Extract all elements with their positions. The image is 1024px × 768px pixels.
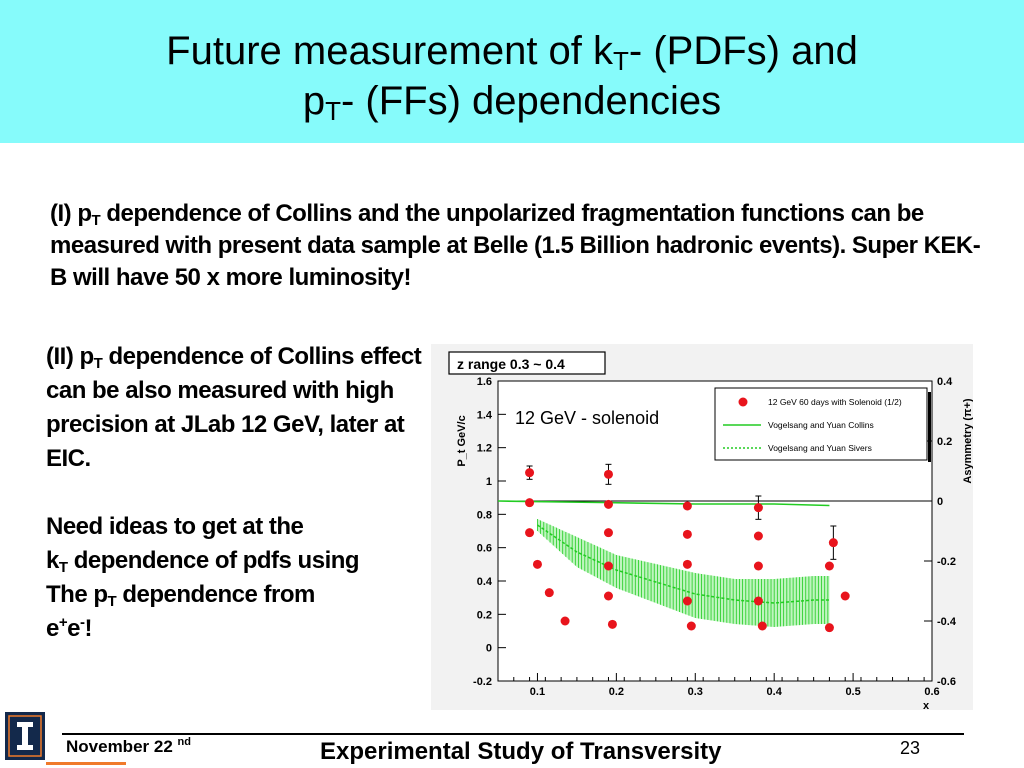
data-point [753,503,763,513]
y-right-tick-label: 0.2 [937,436,952,448]
y-left-tick-label: 0.4 [477,576,493,588]
data-point [824,561,834,571]
data-point [603,561,613,571]
data-point [828,538,838,548]
data-point [757,621,767,631]
data-point [840,591,850,601]
y-right-tick-label: 0 [937,496,943,508]
bullet-two: (II) pT dependence of Collins effect can… [46,340,426,646]
footer-date: November 22 nd [66,736,191,757]
data-point [525,468,535,478]
zrange-label: z range 0.3 ~ 0.4 [457,356,565,372]
y-left-tick-label: 0.6 [477,543,492,555]
asymmetry-plot: z range 0.3 ~ 0.4 0.1 0.2 0.3 0.4 0.5 0.6 -0.2 0… [431,344,973,710]
data-point [686,621,696,631]
data-point [607,619,617,629]
bullet-two-line-2: kT dependence of pdfs using [46,547,360,576]
page-number: 23 [900,738,921,758]
title-line-1: Future measurement of kT- (PDFs) and [166,29,858,76]
legend-label: Vogelsang and Yuan Collins [768,420,874,430]
y-right-tick-label: -0.2 [937,556,956,568]
collins-line [497,500,830,507]
data-point [682,529,692,539]
y-left-tick-label: -0.2 [473,676,492,688]
data-point [603,469,613,479]
y-left-axis-label: P_t GeV/c [456,415,468,466]
y-right-tick-label: -0.6 [937,676,956,688]
data-point [682,559,692,569]
data-point [560,616,570,626]
x-tick-label: 0.4 [767,686,783,698]
accent-line [46,762,126,765]
data-point [682,596,692,606]
x-tick-label: 0.1 [530,686,545,698]
title-band [0,0,1024,143]
bullet-one: (I) pT dependence of Collins and the unp… [50,200,981,291]
data-point [753,561,763,571]
y-left-tick-label: 0.8 [477,509,492,521]
university-logo-icon [5,712,45,760]
data-point [532,559,542,569]
x-tick-label: 0.6 [924,686,939,698]
data-point [603,591,613,601]
x-tick-label: 0.3 [688,686,703,698]
footer-divider [62,733,964,735]
bullet-two-line-4: e+e-! [46,614,92,642]
zrange-box [448,351,606,375]
data-point [753,596,763,606]
y-left-tick-label: 1.4 [477,409,493,421]
legend-shadow [928,392,931,462]
legend-box [714,387,928,461]
legend-label: 12 GeV 60 days with Solenoid (1/2) [768,397,902,407]
y-right-tick-label: 0.4 [937,376,953,388]
title-line-2: pT- (FFs) dependencies [302,79,722,126]
x-tick-label: 0.2 [609,686,624,698]
solenoid-annotation: 12 GeV - solenoid [515,408,659,428]
y-right-axis-label: Asymmetry (π+) [962,398,973,483]
data-point [525,498,535,508]
y-left-tick-label: 1.6 [477,376,492,388]
data-point [603,499,613,509]
x-axis-label: x [923,700,930,710]
data-point [544,588,554,598]
bullet-two-line-3: The pT dependence from [46,581,315,610]
x-tick-label: 0.5 [845,686,860,698]
y-left-tick-label: 0 [486,643,492,655]
data-point [824,623,834,633]
data-point [753,531,763,541]
y-right-tick-label: -0.4 [937,616,957,628]
bullet-two-para-a: (II) pT dependence of Collins effect can… [46,343,422,472]
data-point [682,501,692,511]
y-left-tick-label: 0.2 [477,609,492,621]
data-point [525,528,535,538]
y-left-tick-label: 1 [486,476,492,488]
bullet-two-line-1: Need ideas to get at the [46,513,304,540]
slide-title: Future measurement of kT- (PDFs) and pT-… [0,26,1024,126]
data-point [603,528,613,538]
sivers-line [537,524,830,604]
legend-label: Vogelsang and Yuan Sivers [768,443,872,453]
footer-title: Experimental Study of Transversity [320,738,722,765]
legend-marker [738,397,748,407]
y-left-tick-label: 1.2 [477,443,492,455]
